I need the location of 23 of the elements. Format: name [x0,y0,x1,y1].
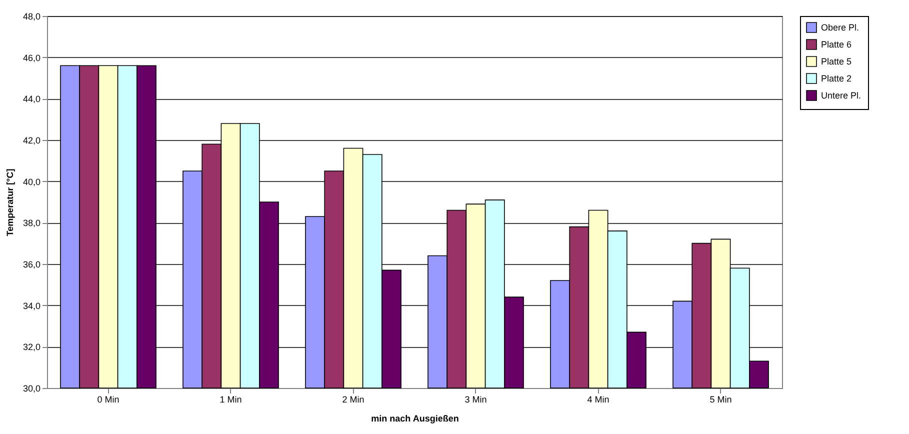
x-tick-label: 3 Min [464,394,487,404]
x-tick-label: 4 Min [587,394,610,404]
x-tick-label: 0 Min [97,394,120,404]
y-tick-label: 46,0 [22,52,40,63]
legend-label: Untere Pl. [821,90,862,100]
x-tick-label: 1 Min [220,394,242,404]
legend-label: Platte 5 [821,56,852,66]
y-tick-label: 48,0 [22,12,40,22]
legend-label: Platte 6 [821,40,852,50]
y-tick-label: 32,0 [22,342,40,352]
x-tick-label: 2 Min [342,394,364,404]
y-tick-label: 30,0 [22,384,40,394]
x-axis-title: min nach Ausgießen [371,414,459,424]
y-tick-label: 42,0 [22,136,40,146]
y-tick-label: 38,0 [22,218,40,228]
y-tick-label: 40,0 [22,176,40,187]
y-axis-title: Temperatur [°C] [4,168,15,236]
legend-label: Platte 2 [821,74,852,84]
legend-label: Obere Pl. [821,22,860,32]
x-tick-label: 5 Min [710,394,732,404]
y-tick-label: 44,0 [22,94,40,104]
y-tick-label: 36,0 [22,260,40,270]
y-tick-label: 34,0 [22,300,40,311]
